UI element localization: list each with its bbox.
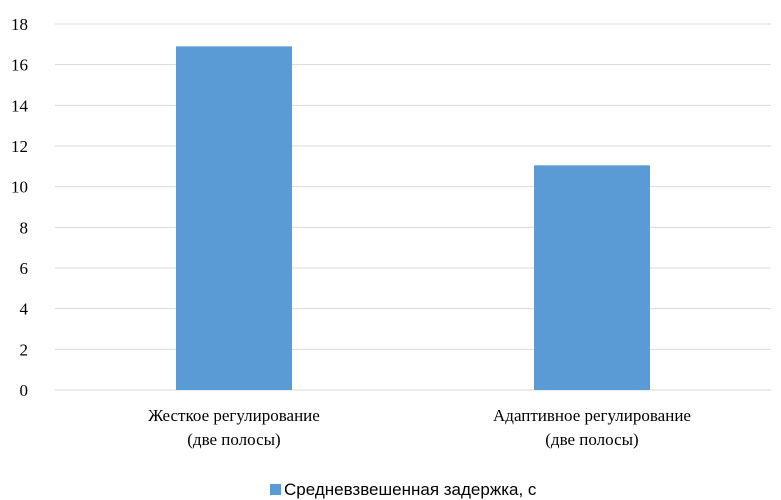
x-category-label: Адаптивное регулирование xyxy=(493,406,691,425)
y-tick-label: 18 xyxy=(11,15,28,34)
gridlines xyxy=(55,23,771,391)
bar xyxy=(534,165,650,390)
y-tick-label: 0 xyxy=(20,381,29,400)
x-axis-category-labels: Жесткое регулирование (две полосы) Адаптив… xyxy=(148,406,691,449)
bars xyxy=(176,46,650,390)
y-axis-tick-labels: 0 2 4 6 8 10 12 14 16 18 xyxy=(11,15,29,400)
x-category-label: Жесткое регулирование xyxy=(148,406,320,425)
y-tick-label: 2 xyxy=(20,340,29,359)
bar xyxy=(176,46,292,390)
legend-label: Средневзвешенная задержка, с xyxy=(284,480,537,499)
y-tick-label: 4 xyxy=(20,300,29,319)
y-tick-label: 10 xyxy=(11,178,28,197)
legend-swatch xyxy=(270,484,281,495)
x-category-label: (две полосы) xyxy=(187,430,280,449)
y-tick-label: 16 xyxy=(11,56,28,75)
x-category-label: (две полосы) xyxy=(545,430,638,449)
y-tick-label: 14 xyxy=(11,96,29,115)
legend: Средневзвешенная задержка, с xyxy=(270,480,537,499)
y-tick-label: 8 xyxy=(20,218,29,237)
y-tick-label: 6 xyxy=(20,259,29,278)
y-tick-label: 12 xyxy=(11,137,28,156)
